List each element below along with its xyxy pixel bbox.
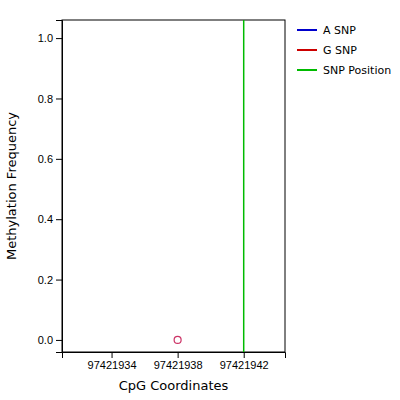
- x-tick-label: 97421934: [88, 359, 137, 371]
- y-tick-mark: [56, 219, 62, 220]
- legend-label: G SNP: [323, 44, 357, 57]
- y-tick: 0.0: [38, 334, 62, 346]
- chart: 97421934 97421938 97421942 0.0 0.2 0.4 0.6 0.8 1…: [0, 0, 400, 400]
- x-tick-mark: [244, 352, 245, 358]
- y-tick-mark: [56, 340, 62, 341]
- plot-frame: [62, 20, 285, 352]
- y-tick: 0.4: [38, 213, 62, 225]
- x-tick-mark: [112, 352, 113, 358]
- y-axis-title: Methylation Frequency: [4, 112, 19, 260]
- legend: A SNP G SNP SNP Position: [297, 24, 391, 77]
- legend-swatch: [297, 69, 317, 71]
- y-tick-label: 0.2: [38, 274, 53, 286]
- y-tick-label: 0.6: [38, 153, 53, 165]
- x-axis: 97421934 97421938 97421942: [63, 352, 286, 371]
- x-axis-line: [63, 353, 286, 359]
- legend-swatch: [297, 49, 317, 51]
- y-axis: 0.0 0.2 0.4 0.6 0.8 1.0: [38, 21, 63, 353]
- x-tick-label: 97421938: [154, 359, 203, 371]
- y-tick: 0.8: [38, 92, 62, 104]
- y-tick-mark: [56, 280, 62, 281]
- y-tick: 0.2: [38, 274, 62, 286]
- point: [174, 336, 181, 343]
- y-tick-label: 1.0: [38, 32, 53, 44]
- y-tick-mark: [56, 38, 62, 39]
- legend-item: G SNP: [297, 44, 357, 57]
- vertical-line: [243, 20, 245, 352]
- y-tick-mark: [56, 159, 62, 160]
- x-tick: 97421942: [220, 352, 269, 371]
- marks: [174, 20, 244, 352]
- y-tick-mark: [56, 98, 62, 99]
- x-tick-mark: [178, 352, 179, 358]
- legend-label: SNP Position: [323, 64, 391, 77]
- x-tick: 97421938: [154, 352, 203, 371]
- plot: 97421934 97421938 97421942 0.0 0.2 0.4 0.6 0.8 1…: [38, 20, 286, 371]
- x-tick: 97421934: [88, 352, 137, 371]
- x-tick-label: 97421942: [220, 359, 269, 371]
- legend-label: A SNP: [323, 24, 356, 37]
- y-tick: 0.6: [38, 153, 62, 165]
- y-tick-label: 0.8: [38, 92, 53, 104]
- y-tick: 1.0: [38, 32, 62, 44]
- legend-item: SNP Position: [297, 64, 391, 77]
- y-tick-label: 0.4: [38, 213, 53, 225]
- legend-item: A SNP: [297, 24, 356, 37]
- chart-container: 97421934 97421938 97421942 0.0 0.2 0.4 0.6 0.8 1…: [0, 0, 400, 400]
- legend-swatch: [297, 29, 317, 31]
- y-tick-label: 0.0: [38, 334, 53, 346]
- x-axis-title: CpG Coordinates: [119, 378, 229, 393]
